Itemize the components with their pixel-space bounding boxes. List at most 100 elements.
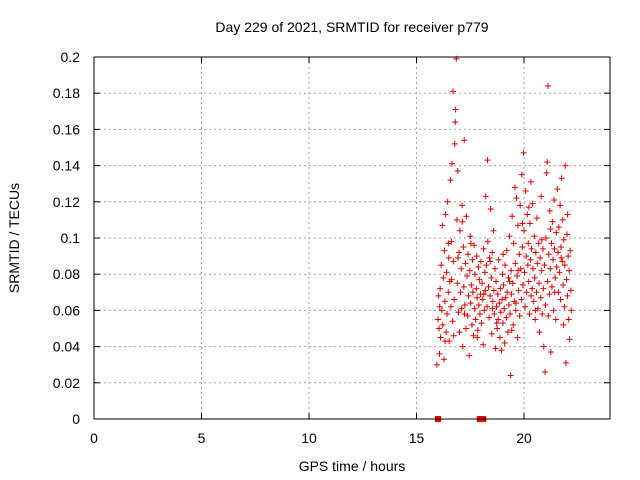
data-point: [512, 260, 519, 267]
data-point: [451, 296, 458, 303]
data-point: [545, 312, 552, 319]
data-point: [506, 278, 513, 285]
data-point: [563, 276, 570, 283]
data-point: [479, 280, 486, 287]
data-point: [516, 312, 523, 319]
data-point: [459, 202, 466, 209]
data-point: [462, 325, 469, 332]
x-tick-label: 0: [90, 430, 98, 446]
data-point: [525, 240, 532, 247]
data-point: [527, 256, 534, 263]
data-point: [442, 211, 449, 218]
data-point: [527, 220, 534, 227]
data-point: [544, 158, 551, 165]
data-point: [508, 291, 515, 298]
y-tick-label: 0.2: [61, 49, 81, 65]
data-point: [523, 289, 530, 296]
data-point: [478, 258, 484, 265]
data-point: [500, 251, 507, 258]
data-point: [560, 282, 567, 289]
data-point: [461, 301, 468, 308]
data-point: [558, 175, 565, 182]
data-point: [527, 178, 534, 185]
data-point: [564, 292, 571, 299]
data-point: [481, 307, 488, 314]
data-point: [525, 278, 532, 285]
data-point: [447, 303, 454, 310]
data-point: [503, 314, 510, 321]
data-point: [497, 309, 504, 316]
data-point: [513, 300, 520, 307]
data-point: [489, 249, 496, 256]
chart-title: Day 229 of 2021, SRMTID for receiver p77…: [215, 19, 488, 35]
data-point: [459, 218, 466, 225]
data-point: [471, 305, 478, 312]
data-point: [545, 82, 552, 89]
data-point: [522, 303, 529, 310]
data-point: [524, 211, 531, 218]
data-point: [486, 314, 493, 321]
data-point: [552, 274, 559, 281]
data-point: [542, 301, 549, 308]
data-point: [438, 307, 445, 314]
data-point: [538, 236, 545, 243]
data-point: [519, 282, 526, 289]
data-point: [448, 276, 455, 283]
data-point: [454, 168, 461, 175]
data-point: [540, 285, 547, 292]
data-point: [441, 356, 448, 363]
data-point: [536, 280, 543, 287]
data-point: [547, 225, 554, 232]
data-point: [524, 262, 531, 269]
data-point: [550, 256, 557, 263]
data-point: [551, 289, 558, 296]
data-point: [452, 119, 459, 126]
data-point: [556, 269, 563, 276]
data-point: [529, 285, 536, 292]
data-point: [507, 311, 514, 318]
data-point: [555, 224, 562, 231]
data-point: [548, 240, 555, 247]
data-point: [442, 338, 449, 345]
data-point: [455, 309, 462, 316]
data-point: [530, 298, 537, 305]
data-point: [499, 296, 506, 303]
data-point: [466, 267, 473, 274]
y-tick-label: 0: [72, 411, 80, 427]
data-point: [494, 325, 501, 332]
data-point: [454, 254, 461, 261]
data-point: [564, 211, 571, 218]
data-point: [550, 307, 557, 314]
data-point: [463, 213, 470, 220]
data-point: [518, 171, 525, 178]
data-point: [458, 305, 465, 312]
data-point: [557, 244, 564, 251]
data-point: [471, 271, 478, 278]
data-point: [439, 222, 446, 229]
data-point: [557, 296, 564, 303]
data-point: [542, 235, 549, 241]
data-point: [560, 321, 567, 328]
data-point: [515, 267, 522, 274]
data-point: [488, 274, 495, 281]
data-point: [562, 162, 569, 169]
data-point: [507, 372, 514, 379]
data-point: [505, 301, 512, 308]
data-point: [445, 289, 452, 296]
data-point: [451, 140, 458, 147]
data-point: [448, 238, 455, 245]
data-point: [491, 265, 498, 272]
data-point: [535, 240, 542, 247]
data-point: [514, 273, 521, 280]
data-point: [484, 157, 491, 164]
y-tick-label: 0.14: [53, 158, 80, 174]
data-point: [532, 307, 539, 314]
data-point: [433, 361, 440, 368]
data-point: [565, 253, 572, 260]
data-point: [489, 298, 496, 305]
data-point: [495, 256, 502, 263]
data-point: [560, 236, 567, 243]
data-point: [448, 160, 455, 167]
data-point: [460, 283, 467, 290]
data-point: [461, 137, 468, 144]
